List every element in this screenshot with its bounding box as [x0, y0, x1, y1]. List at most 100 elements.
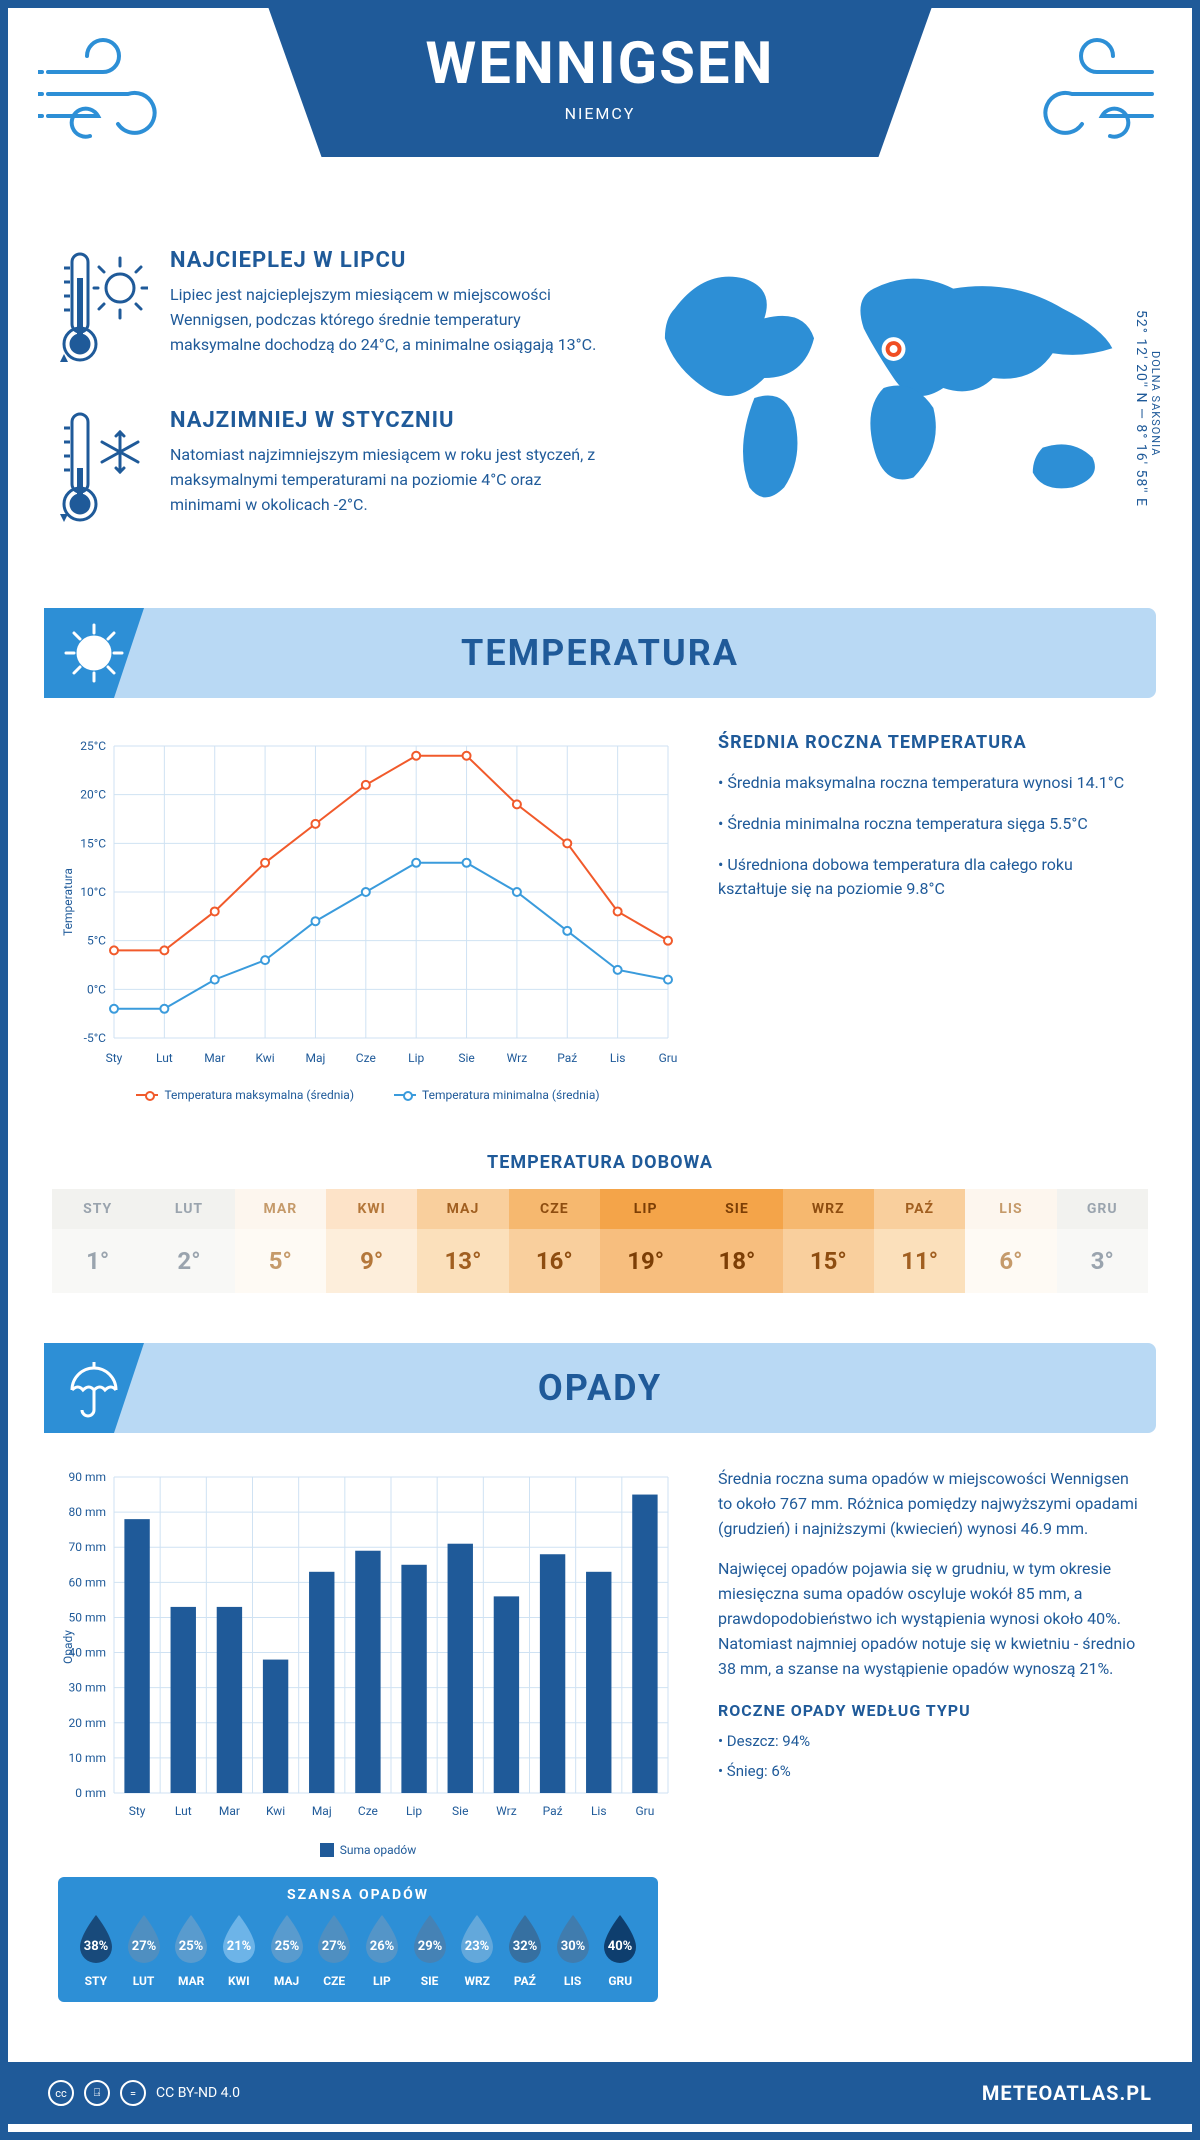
heat-value: 2°: [143, 1229, 234, 1293]
heat-col: SIE18°: [691, 1189, 782, 1293]
world-map: DOLNA SAKSONIA 52° 12' 20'' N — 8° 16' 5…: [645, 248, 1142, 568]
svg-text:90 mm: 90 mm: [68, 1470, 106, 1484]
svg-text:20 mm: 20 mm: [68, 1716, 106, 1730]
chance-col: 38% STY: [72, 1913, 120, 1988]
chance-col: 29% SIE: [406, 1913, 454, 1988]
heat-value: 13°: [417, 1229, 508, 1293]
thermometer-snow-icon: [58, 408, 148, 532]
svg-text:10°C: 10°C: [80, 885, 106, 899]
heat-col: CZE16°: [509, 1189, 600, 1293]
svg-text:Gru: Gru: [659, 1051, 678, 1065]
precip-legend: Suma opadów: [58, 1843, 678, 1857]
svg-text:Wrz: Wrz: [496, 1804, 517, 1818]
svg-text:Gru: Gru: [635, 1804, 654, 1818]
chance-col: 27% CZE: [310, 1913, 358, 1988]
heat-value: 15°: [783, 1229, 874, 1293]
svg-text:Lis: Lis: [610, 1051, 626, 1065]
chance-col: 27% LUT: [120, 1913, 168, 1988]
heat-col: GRU3°: [1057, 1189, 1148, 1293]
umbrella-icon: [44, 1343, 144, 1433]
svg-text:20°C: 20°C: [80, 788, 106, 802]
warmest-title: NAJCIEPLEJ W LIPCU: [170, 248, 605, 273]
svg-text:Sie: Sie: [458, 1051, 474, 1065]
heat-col: LIP19°: [600, 1189, 691, 1293]
svg-text:21%: 21%: [227, 1939, 252, 1954]
by-icon: ⍈: [84, 2080, 110, 2106]
heat-value: 6°: [965, 1229, 1056, 1293]
nd-icon: =: [120, 2080, 146, 2106]
precip-p2: Najwięcej opadów pojawia się w grudniu, …: [718, 1557, 1142, 1681]
svg-text:Wrz: Wrz: [507, 1051, 528, 1065]
heat-col: KWI9°: [326, 1189, 417, 1293]
precip-snow: • Śnieg: 6%: [718, 1760, 1142, 1783]
svg-text:60 mm: 60 mm: [68, 1575, 106, 1589]
svg-text:27%: 27%: [131, 1939, 156, 1954]
heat-month: MAR: [235, 1189, 326, 1229]
precip-by-type: ROCZNE OPADY WEDŁUG TYPU • Deszcz: 94% •…: [718, 1701, 1142, 1783]
heat-month: STY: [52, 1189, 143, 1229]
precip-title: OPADY: [538, 1367, 662, 1409]
heat-value: 9°: [326, 1229, 417, 1293]
footer: cc ⍈ = CC BY-ND 4.0 METEOATLAS.PL: [8, 2062, 1192, 2124]
svg-text:26%: 26%: [370, 1939, 395, 1954]
heat-col: STY1°: [52, 1189, 143, 1293]
temp-summary-title: ŚREDNIA ROCZNA TEMPERATURA: [718, 732, 1142, 753]
svg-text:70 mm: 70 mm: [68, 1540, 106, 1554]
heat-value: 16°: [509, 1229, 600, 1293]
precip-rain: • Deszcz: 94%: [718, 1730, 1142, 1753]
precip-chance-panel: SZANSA OPADÓW 38% STY 27% LUT 25% MAR 21…: [58, 1877, 658, 2002]
heat-month: LUT: [143, 1189, 234, 1229]
header: WENNIGSEN NIEMCY: [8, 8, 1192, 208]
wind-icon: [38, 32, 178, 146]
lat-label: 52° 12' 20'' N: [1133, 310, 1149, 403]
precip-summary: Średnia roczna suma opadów w miejscowośc…: [718, 1467, 1142, 2002]
svg-text:38%: 38%: [84, 1939, 109, 1954]
heat-col: LUT2°: [143, 1189, 234, 1293]
heat-col: PAŹ11°: [874, 1189, 965, 1293]
warmest-block: NAJCIEPLEJ W LIPCU Lipiec jest najcieple…: [58, 248, 605, 372]
svg-text:-5°C: -5°C: [84, 1031, 107, 1045]
heat-month: LIP: [600, 1189, 691, 1229]
chance-col: 32% PAŹ: [501, 1913, 549, 1988]
cc-icon: cc: [48, 2080, 74, 2106]
heat-col: MAR5°: [235, 1189, 326, 1293]
chance-col: 26% LIP: [358, 1913, 406, 1988]
svg-text:Maj: Maj: [312, 1804, 332, 1818]
temperature-title: TEMPERATURA: [461, 632, 739, 674]
section-header-precip: OPADY: [44, 1343, 1156, 1433]
heat-month: GRU: [1057, 1189, 1148, 1229]
svg-text:Lis: Lis: [591, 1804, 607, 1818]
legend-precip: Suma opadów: [340, 1843, 417, 1857]
city-title: WENNIGSEN: [268, 30, 931, 98]
chance-col: 23% WRZ: [453, 1913, 501, 1988]
chance-col: 40% GRU: [596, 1913, 644, 1988]
heat-value: 3°: [1057, 1229, 1148, 1293]
svg-text:Opady: Opady: [61, 1630, 75, 1664]
country-subtitle: NIEMCY: [268, 104, 931, 123]
svg-text:Paź: Paź: [557, 1051, 577, 1065]
temp-bullet: • Średnia maksymalna roczna temperatura …: [718, 771, 1142, 796]
coordinates: DOLNA SAKSONIA 52° 12' 20'' N — 8° 16' 5…: [1133, 248, 1162, 568]
temperature-line-chart: -5°C0°C5°C10°C15°C20°C25°CStyLutMarKwiMa…: [58, 732, 678, 1102]
svg-text:10 mm: 10 mm: [68, 1751, 106, 1765]
svg-text:25%: 25%: [274, 1939, 299, 1954]
chance-col: 25% MAJ: [263, 1913, 311, 1988]
temperature-legend: Temperatura maksymalna (średnia) Tempera…: [58, 1088, 678, 1102]
temp-bullet: • Średnia minimalna roczna temperatura s…: [718, 812, 1142, 837]
daily-temp-title: TEMPERATURA DOBOWA: [8, 1152, 1192, 1173]
heat-value: 19°: [600, 1229, 691, 1293]
svg-text:27%: 27%: [322, 1939, 347, 1954]
svg-text:29%: 29%: [417, 1939, 442, 1954]
site-name: METEOATLAS.PL: [982, 2081, 1152, 2105]
svg-text:80 mm: 80 mm: [68, 1505, 106, 1519]
svg-text:Lip: Lip: [406, 1804, 422, 1818]
chance-col: 25% MAR: [167, 1913, 215, 1988]
svg-text:0 mm: 0 mm: [75, 1786, 106, 1800]
svg-text:5°C: 5°C: [87, 934, 106, 948]
heat-month: MAJ: [417, 1189, 508, 1229]
heat-col: LIS6°: [965, 1189, 1056, 1293]
title-banner: WENNIGSEN NIEMCY: [268, 8, 931, 157]
svg-text:30 mm: 30 mm: [68, 1681, 106, 1695]
chance-col: 30% LIS: [549, 1913, 597, 1988]
svg-text:Mar: Mar: [219, 1804, 240, 1818]
